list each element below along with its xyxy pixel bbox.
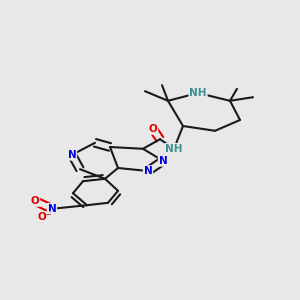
Text: O: O [31,196,39,206]
Text: O: O [148,124,158,134]
Text: N: N [144,166,152,176]
Text: N: N [68,150,76,160]
Text: O⁻: O⁻ [38,212,52,222]
Text: N: N [48,204,56,214]
Text: NH: NH [165,144,183,154]
Text: NH: NH [189,88,207,98]
Text: N: N [159,156,167,166]
